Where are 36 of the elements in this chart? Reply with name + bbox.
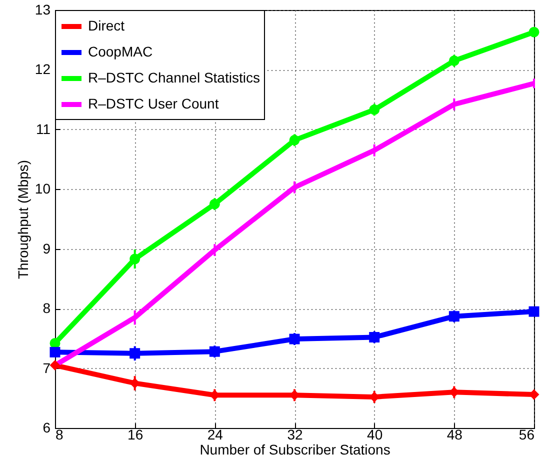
point [289,134,300,146]
point [528,26,540,38]
point [448,311,460,322]
point [50,338,60,348]
y-tick-label: 13 [34,2,51,18]
x-tick-label: 8 [56,426,64,442]
point [209,198,220,210]
point [528,306,540,317]
y-axis-title: Throughput (Mbps) [14,160,31,280]
point [50,346,60,358]
x-tick-label: 56 [518,426,535,442]
legend-label: R–DSTC User Count [88,96,219,112]
point [50,360,60,371]
legend-label: Direct [88,18,125,34]
legend-label: R–DSTC Channel Statistics [88,70,260,86]
point [289,334,300,344]
point [209,346,220,357]
x-tick-label: 16 [128,426,144,442]
x-tick-label: 40 [367,426,383,442]
x-tick-label: 24 [207,426,224,442]
x-tick-label: 32 [287,426,303,442]
point [130,348,140,359]
y-tick-label: 7 [42,360,51,376]
y-tick-label: 10 [34,180,51,197]
x-tick-label: 48 [446,426,463,442]
y-tick-label: 9 [42,240,51,256]
y-tick-label: 8 [42,300,51,316]
y-tick-label: 12 [34,61,51,78]
legend-label: CoopMAC [88,44,153,60]
y-tick-label: 6 [42,420,51,436]
y-tick-label: 11 [36,120,51,137]
point [448,56,460,66]
point [369,332,380,342]
point [130,254,140,264]
x-axis-title: Number of Subscriber Stations [200,442,390,458]
point [369,104,380,115]
